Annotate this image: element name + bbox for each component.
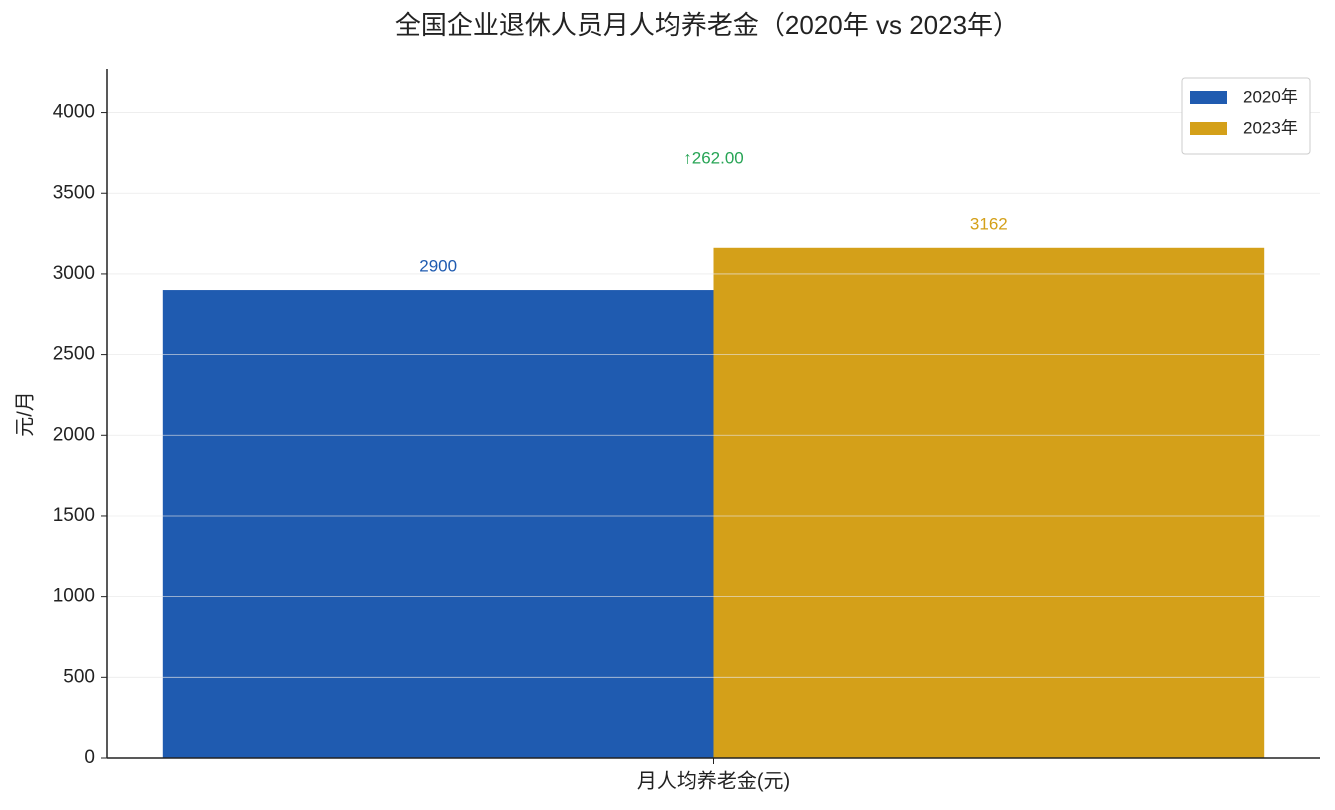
value-label: 2900 (419, 257, 457, 276)
x-tick-label: 月人均养老金(元) (637, 769, 790, 792)
y-tick-label: 2500 (53, 344, 95, 365)
value-label: 3162 (970, 214, 1008, 233)
chart-title: 全国企业退休人员月人均养老金（2020年 vs 2023年） (395, 10, 1019, 40)
y-tick-label: 1000 (53, 586, 95, 607)
y-tick-label: 1500 (53, 505, 95, 526)
bar (162, 290, 714, 758)
bar (713, 247, 1265, 758)
y-tick-label: 0 (84, 747, 95, 768)
legend-swatch (1190, 122, 1227, 135)
y-tick-label: 4000 (53, 102, 95, 123)
legend-label: 2023年 (1243, 118, 1298, 137)
annotation: ↑262.00 (683, 148, 744, 167)
y-tick-label: 3000 (53, 263, 95, 284)
y-tick-label: 3500 (53, 182, 95, 203)
legend-label: 2020年 (1243, 87, 1298, 106)
legend-swatch (1190, 91, 1227, 104)
y-axis-label: 元/月 (14, 391, 36, 437)
y-tick-label: 500 (63, 666, 95, 687)
y-tick-label: 2000 (53, 424, 95, 445)
